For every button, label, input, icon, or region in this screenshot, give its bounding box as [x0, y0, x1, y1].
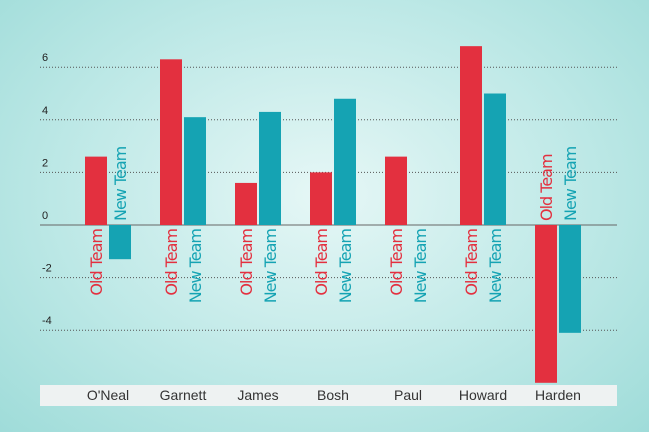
y-tick-label: 2 — [42, 157, 48, 169]
series-label: Old Team — [312, 229, 331, 296]
bar — [484, 93, 506, 225]
bar — [535, 225, 557, 383]
y-tick-label: 4 — [42, 105, 48, 117]
bar — [385, 156, 407, 225]
x-tick-label: Bosh — [317, 387, 349, 403]
series-label: Old Team — [537, 154, 556, 221]
y-tick-label: -2 — [42, 263, 52, 275]
x-tick-label: James — [237, 387, 278, 403]
bar — [235, 182, 257, 225]
bar — [259, 111, 281, 225]
bar — [460, 46, 482, 225]
bar — [85, 156, 107, 225]
series-label: Old Team — [87, 229, 106, 296]
series-label: New Team — [111, 146, 130, 221]
bar — [160, 59, 182, 226]
y-tick-label: 0 — [42, 210, 48, 222]
series-label: Old Team — [462, 229, 481, 296]
series-label: New Team — [561, 146, 580, 221]
bar — [109, 225, 131, 260]
series-label: Old Team — [237, 229, 256, 296]
bar — [334, 98, 356, 225]
series-label: New Team — [186, 229, 205, 304]
series-label: New Team — [261, 229, 280, 304]
bar — [184, 117, 206, 225]
x-tick-label: Howard — [459, 387, 507, 403]
series-label: New Team — [486, 229, 505, 304]
series-label: New Team — [336, 229, 355, 304]
x-tick-label: Harden — [535, 387, 581, 403]
series-label: Old Team — [387, 229, 406, 296]
x-tick-label: Paul — [394, 387, 422, 403]
y-tick-label: 6 — [42, 52, 48, 64]
bar — [559, 225, 581, 333]
x-tick-label: Garnett — [160, 387, 207, 403]
x-tick-label: O'Neal — [87, 387, 129, 403]
series-label: New Team — [411, 229, 430, 304]
y-tick-label: -4 — [42, 315, 52, 327]
bar — [310, 172, 332, 225]
category-strip — [40, 385, 617, 406]
series-label: Old Team — [162, 229, 181, 296]
